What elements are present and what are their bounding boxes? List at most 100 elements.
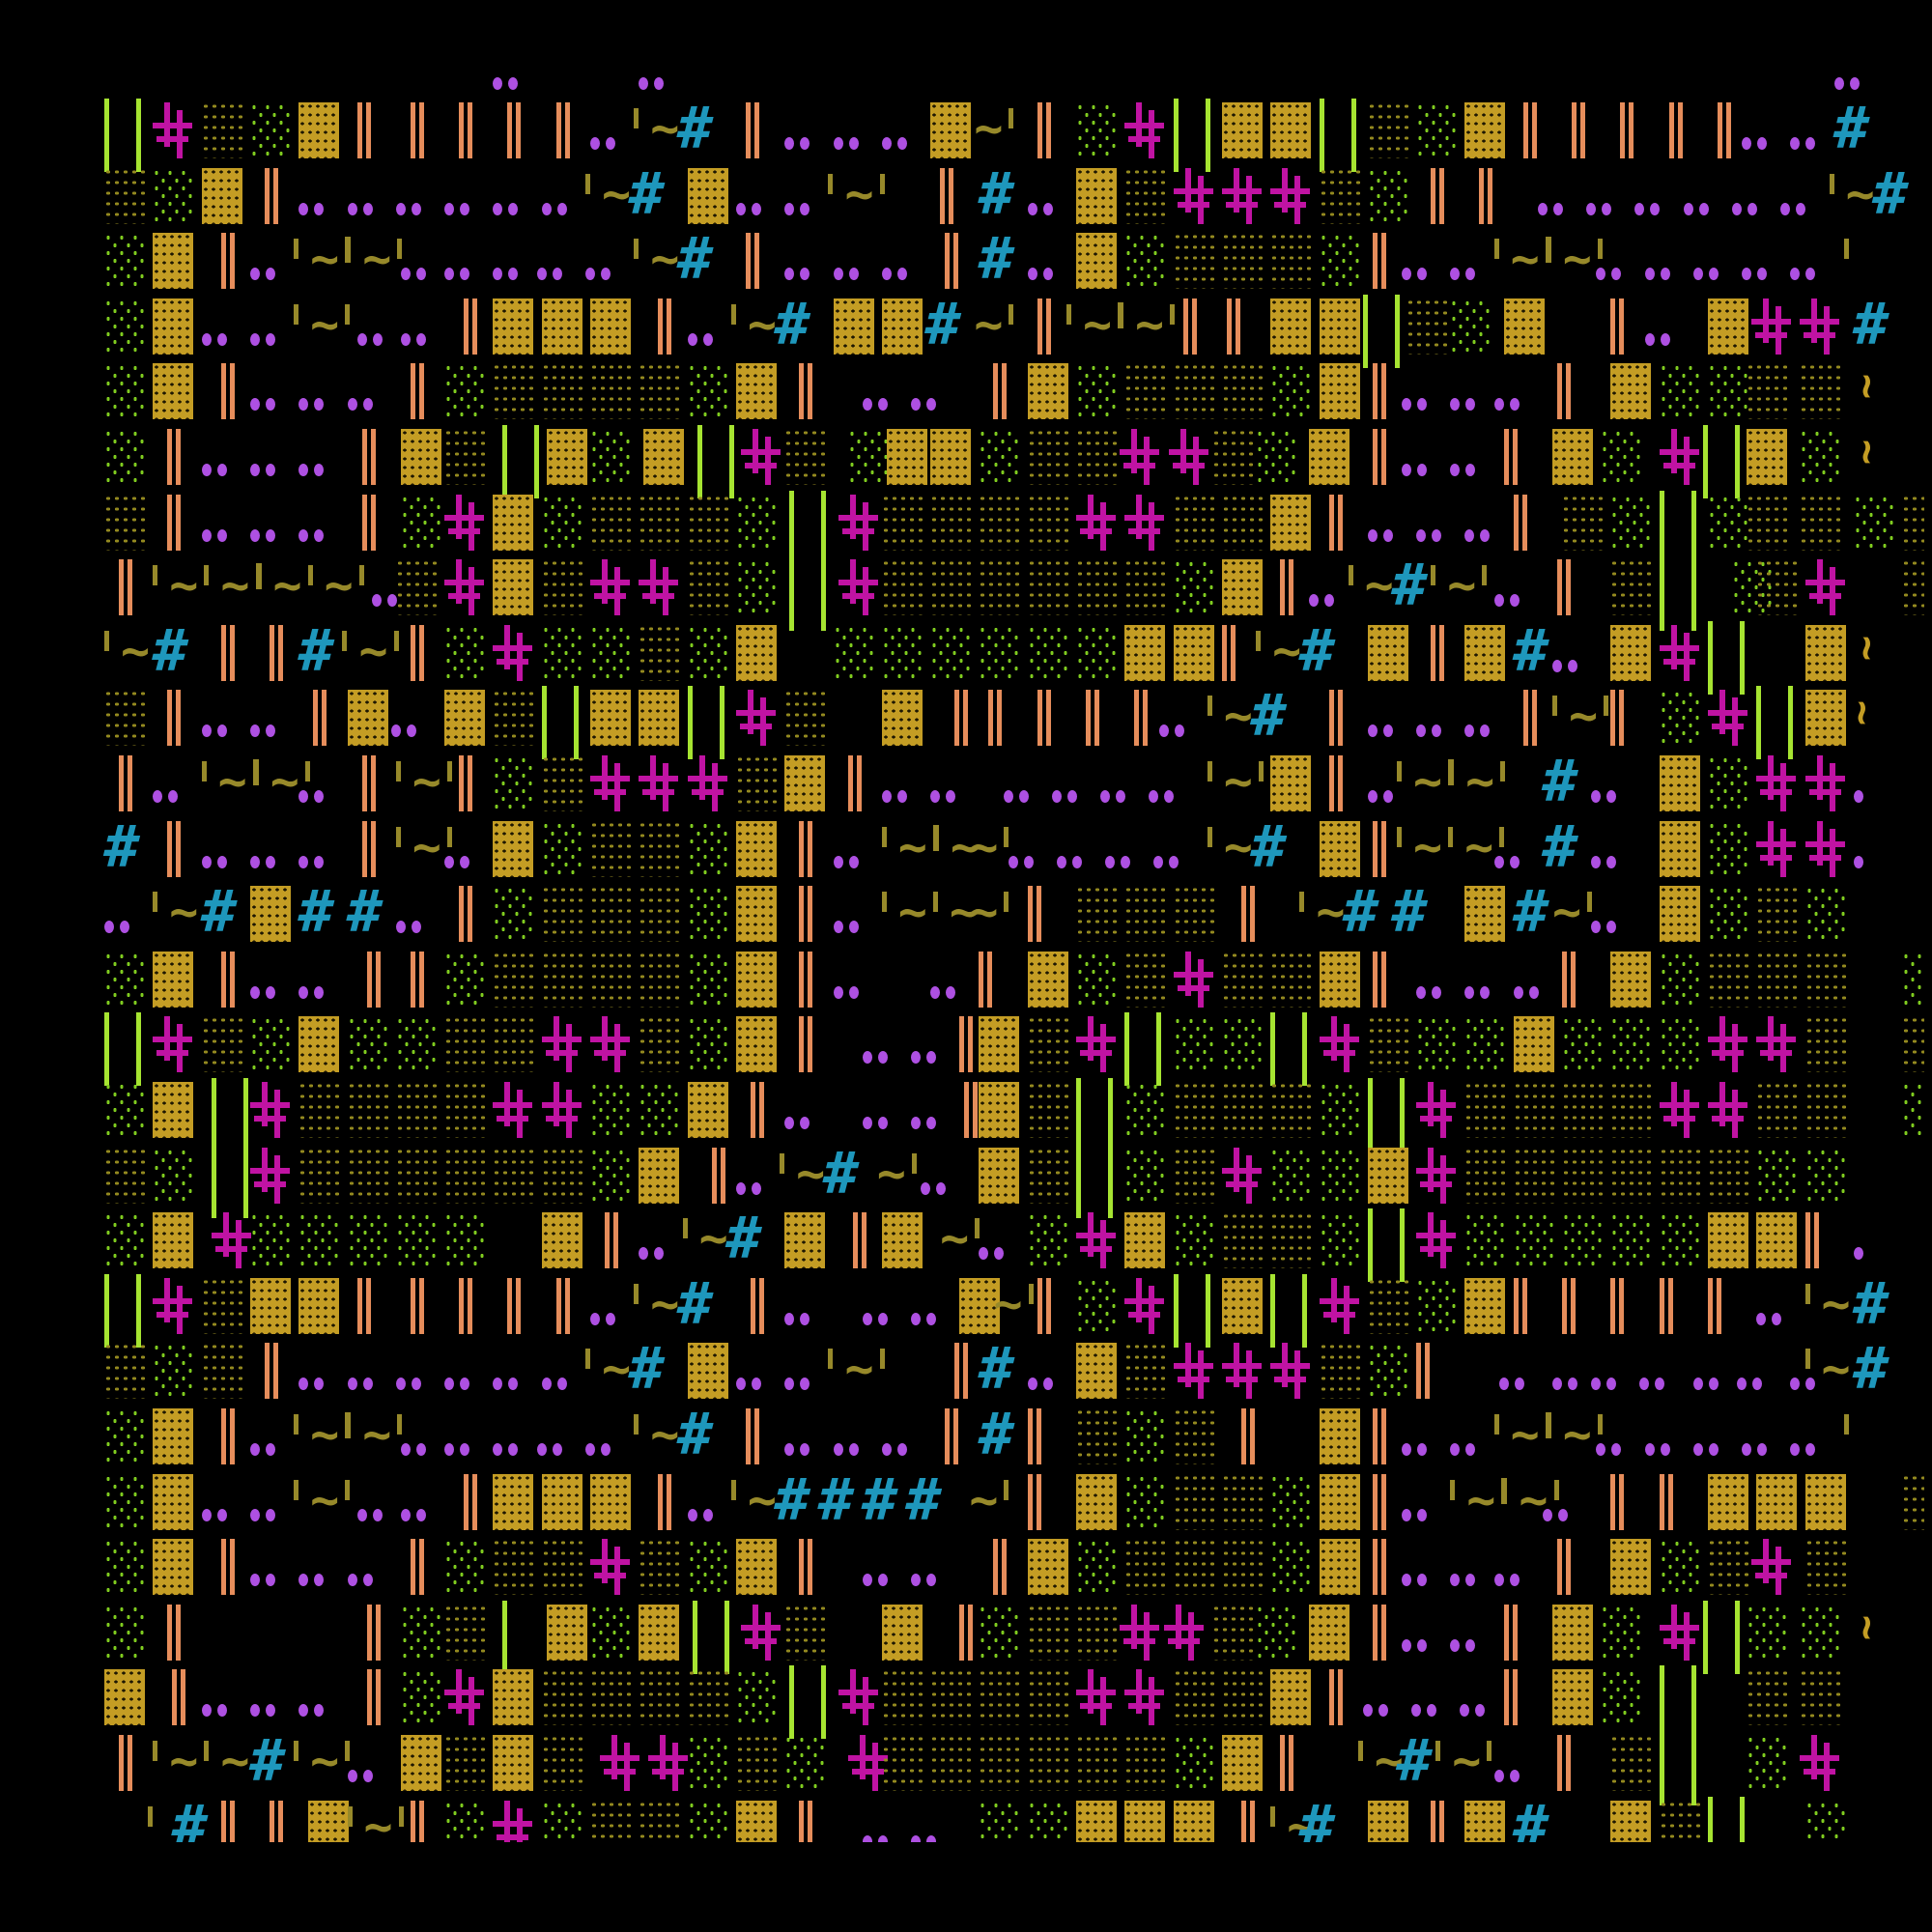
purple-dot xyxy=(1853,1245,1869,1264)
purple-dot xyxy=(1416,724,1427,738)
gold-weave-block xyxy=(735,1800,777,1842)
olive-dot-block xyxy=(1173,1408,1214,1464)
green-dot-block xyxy=(639,1082,680,1138)
gold-weave-block xyxy=(1076,233,1117,290)
olive-dot-block xyxy=(1367,1277,1408,1334)
gold-weave-block xyxy=(308,1800,350,1842)
gold-weave-block xyxy=(493,494,534,551)
gold-weave-block xyxy=(1707,1212,1748,1269)
olive-tilde: ~ xyxy=(217,753,247,810)
green-double-bar xyxy=(696,425,734,498)
orange-double-bar xyxy=(799,1016,813,1073)
gold-weave-block xyxy=(1124,624,1166,681)
purple-dot xyxy=(1790,1378,1801,1391)
purple-dot xyxy=(1042,1378,1053,1391)
purple-dot xyxy=(1417,398,1427,412)
purple-dot xyxy=(1757,268,1768,281)
gold-vertical-squiggle: ~ xyxy=(1837,700,1888,726)
olive-dot-block xyxy=(1747,1669,1788,1726)
purple-dot-pair xyxy=(930,984,961,1003)
teal-hash: # xyxy=(677,225,713,294)
green-dot-block xyxy=(1270,1539,1312,1596)
purple-dot xyxy=(460,855,470,868)
purple-dot-pair xyxy=(444,266,475,284)
purple-dot xyxy=(1660,332,1670,346)
purple-dot xyxy=(1567,1378,1577,1391)
olive-dot-block xyxy=(979,1735,1020,1791)
purple-dot xyxy=(751,1378,761,1391)
purple-dot xyxy=(1465,268,1476,281)
purple-dot-pair xyxy=(1790,1376,1821,1394)
purple-dot-pair xyxy=(444,201,475,219)
magenta-cross xyxy=(740,429,781,485)
purple-dot xyxy=(1772,1312,1782,1325)
purple-dot xyxy=(1805,268,1816,281)
orange-double-bar xyxy=(605,1212,619,1269)
olive-squiggle-run: ~ xyxy=(940,1214,991,1268)
magenta-cross xyxy=(590,755,630,811)
gold-weave-block xyxy=(1464,102,1506,158)
purple-dot xyxy=(298,790,309,803)
orange-double-bar xyxy=(1372,363,1386,420)
olive-dot-block xyxy=(1902,559,1924,616)
purple-dot xyxy=(371,594,382,608)
orange-double-bar xyxy=(410,951,424,1008)
purple-dot-pair xyxy=(201,331,233,350)
green-dot-block xyxy=(444,363,486,420)
purple-dot-pair xyxy=(862,396,894,414)
olive-dot-block xyxy=(639,1669,680,1726)
gold-weave-block xyxy=(881,298,923,355)
purple-dot xyxy=(249,398,260,412)
purple-dot-pair xyxy=(1493,854,1525,872)
orange-double-bar xyxy=(1431,1800,1445,1842)
purple-dot xyxy=(862,1312,872,1325)
purple-dot xyxy=(848,855,859,868)
olive-tick xyxy=(294,239,299,260)
olive-dot-block xyxy=(1562,494,1603,551)
green-dot-block xyxy=(1173,559,1214,616)
orange-double-bar xyxy=(366,1669,381,1726)
green-dot-block xyxy=(1800,429,1841,485)
green-dot-block xyxy=(104,951,145,1008)
olive-dot-block xyxy=(1319,1343,1360,1400)
green-dot-block xyxy=(104,1473,145,1530)
purple-dot xyxy=(1056,855,1066,868)
purple-dot xyxy=(1509,1574,1520,1587)
purple-dot xyxy=(1367,528,1378,542)
olive-tick xyxy=(1348,565,1353,586)
olive-tick xyxy=(1256,630,1262,651)
purple-dot-pair xyxy=(1692,1441,1724,1460)
purple-dot xyxy=(784,202,795,215)
olive-squiggle-run: ~ ~ xyxy=(1396,757,1517,811)
purple-dot-pair xyxy=(1450,462,1481,480)
magenta-cross xyxy=(1659,429,1699,485)
purple-dot xyxy=(362,1378,373,1391)
olive-tilde: ~ xyxy=(1447,557,1477,614)
purple-dot xyxy=(1509,855,1520,868)
orange-double-bar xyxy=(464,298,478,355)
gold-weave-block xyxy=(1319,298,1360,355)
olive-tilde: ~ xyxy=(324,557,354,614)
orange-double-bar xyxy=(264,1343,278,1400)
teal-hash: # xyxy=(1513,616,1548,685)
purple-dot xyxy=(395,921,406,934)
purple-dot-pair xyxy=(1056,854,1088,872)
purple-dot-pair xyxy=(881,788,913,807)
olive-tick xyxy=(1487,1741,1492,1761)
gold-weave-block xyxy=(1610,363,1652,420)
purple-dot xyxy=(1465,1574,1476,1587)
green-dot-block xyxy=(400,1604,441,1661)
orange-double-bar xyxy=(1503,429,1518,485)
olive-dot-block xyxy=(639,1016,680,1073)
purple-dot-pair xyxy=(1644,1441,1676,1460)
purple-dot xyxy=(444,1378,455,1391)
purple-dot xyxy=(848,268,859,281)
olive-dot-block xyxy=(1211,1604,1253,1661)
purple-dot xyxy=(536,268,547,281)
magenta-cross xyxy=(444,559,485,616)
purple-dot-pair xyxy=(1460,1702,1491,1720)
olive-squiggle-run: ~ xyxy=(347,1803,415,1842)
purple-dot xyxy=(1100,790,1111,803)
olive-tilde: ~ xyxy=(969,884,999,941)
gold-weave-block xyxy=(886,429,927,485)
